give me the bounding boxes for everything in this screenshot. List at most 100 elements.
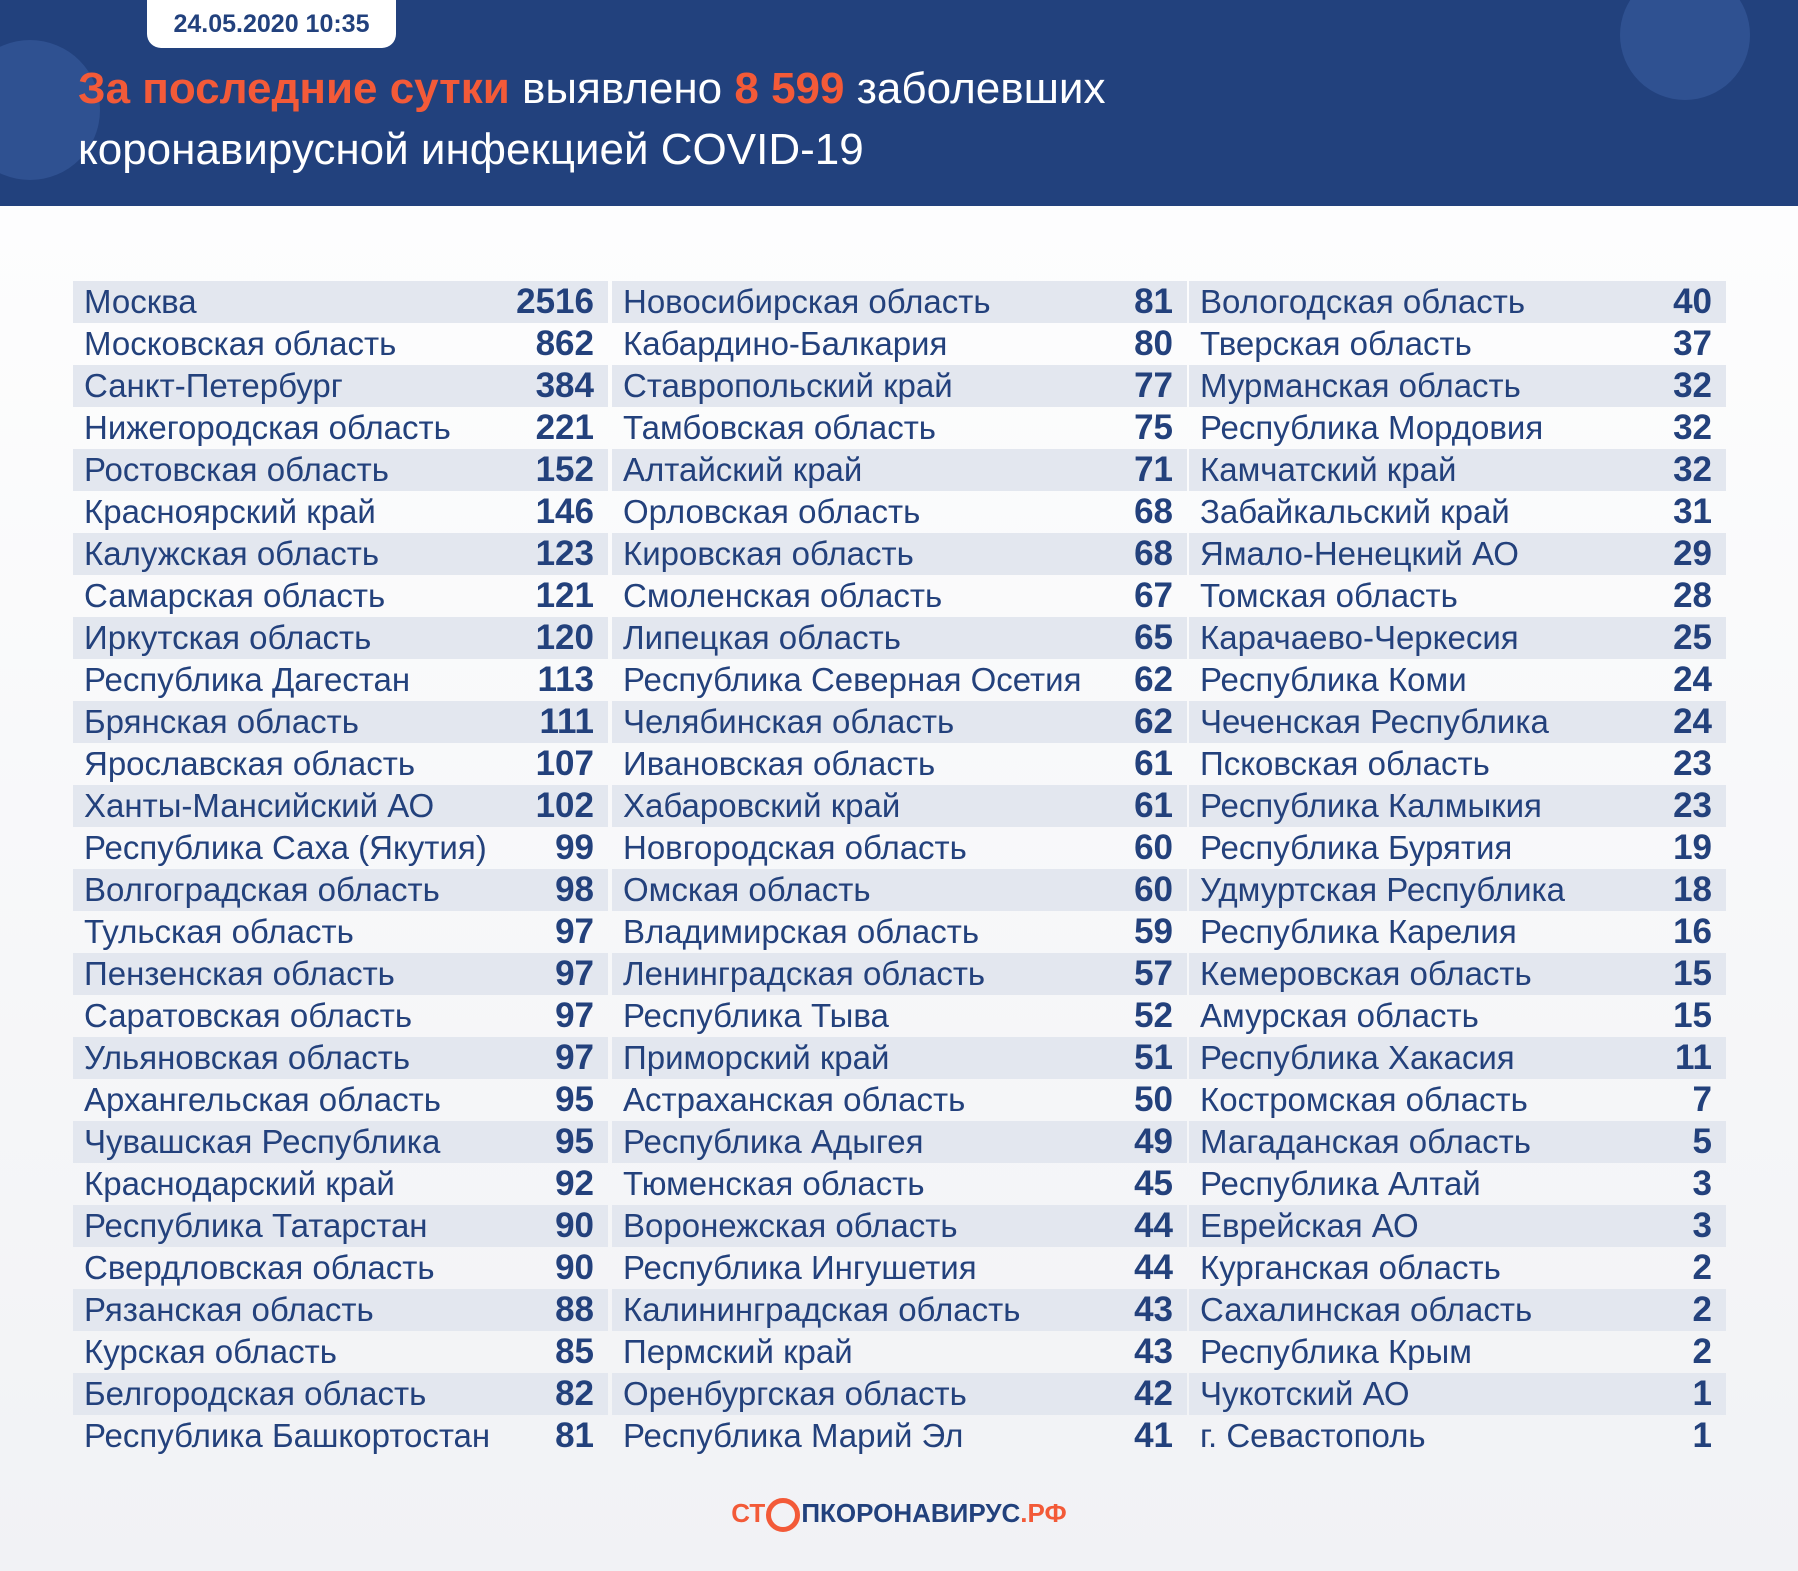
table-row: Омская область 60 (612, 869, 1187, 911)
region-name: Тульская область (84, 913, 354, 950)
region-name: Кировская область (623, 535, 914, 572)
region-name: Свердловская область (84, 1249, 435, 1286)
case-count: 23 (1673, 744, 1712, 783)
table-row: Тамбовская область 75 (612, 407, 1187, 449)
table-row: Ленинградская область 57 (612, 953, 1187, 995)
region-name: Новосибирская область (623, 283, 991, 320)
case-count: 31 (1673, 492, 1712, 531)
region-name: Псковская область (1200, 745, 1490, 782)
region-name: Краснодарский край (84, 1165, 395, 1202)
case-count: 2 (1692, 1290, 1712, 1329)
region-name: Ярославская область (84, 745, 416, 782)
case-count: 62 (1134, 660, 1173, 699)
table-row: Вологодская область 40 (1189, 281, 1726, 323)
region-name: Еврейская АО (1200, 1207, 1419, 1244)
table-row: Свердловская область 90 (73, 1247, 608, 1289)
region-name: Удмуртская Республика (1200, 871, 1566, 908)
region-name: Алтайский край (623, 451, 863, 488)
case-count: 97 (555, 954, 594, 993)
region-name: Москва (84, 283, 197, 320)
region-name: Липецкая область (623, 619, 901, 656)
region-name: Мурманская область (1200, 367, 1521, 404)
case-count: 107 (535, 744, 594, 783)
region-name: Республика Марий Эл (623, 1417, 964, 1454)
table-row: Ставропольский край 77 (612, 365, 1187, 407)
case-count: 32 (1673, 366, 1712, 405)
table-row: Волгоградская область 98 (73, 869, 608, 911)
table-row: Кемеровская область 15 (1189, 953, 1726, 995)
table-row: Тульская область 97 (73, 911, 608, 953)
region-name: Республика Саха (Якутия) (84, 829, 487, 866)
table-row: Хабаровский край 61 (612, 785, 1187, 827)
table-row: Красноярский край 146 (73, 491, 608, 533)
table-row: Белгородская область 82 (73, 1373, 608, 1415)
table-row: Костромская область 7 (1189, 1079, 1726, 1121)
table-row: Забайкальский край 31 (1189, 491, 1726, 533)
region-name: Оренбургская область (623, 1375, 967, 1412)
case-count: 49 (1134, 1122, 1173, 1161)
table-row: Рязанская область 88 (73, 1289, 608, 1331)
title-number: 8 599 (734, 64, 845, 113)
table-row: Республика Крым 2 (1189, 1331, 1726, 1373)
table-row: Чувашская Республика 95 (73, 1121, 608, 1163)
case-count: 81 (1134, 282, 1173, 321)
region-name: Вологодская область (1200, 283, 1526, 320)
case-count: 59 (1134, 912, 1173, 951)
case-count: 102 (535, 786, 594, 825)
table-row: Пермский край 43 (612, 1331, 1187, 1373)
title-highlight: За последние сутки (78, 64, 510, 113)
case-count: 221 (535, 408, 594, 447)
table-row: Удмуртская Республика 18 (1189, 869, 1726, 911)
case-count: 37 (1673, 324, 1712, 363)
logo-text: ПКОРОНАВИРУС (801, 1498, 1021, 1528)
region-name: Забайкальский край (1200, 493, 1510, 530)
table-row: Республика Адыгея 49 (612, 1121, 1187, 1163)
region-name: Рязанская область (84, 1291, 374, 1328)
table-row: Республика Тыва 52 (612, 995, 1187, 1037)
table-row: Смоленская область 67 (612, 575, 1187, 617)
region-name: Республика Адыгея (623, 1123, 924, 1160)
region-name: Астраханская область (623, 1081, 966, 1118)
table-row: г. Севастополь 1 (1189, 1415, 1726, 1457)
table-row: Магаданская область 5 (1189, 1121, 1726, 1163)
case-count: 3 (1692, 1206, 1712, 1245)
table-row: Республика Марий Эл 41 (612, 1415, 1187, 1457)
case-count: 97 (555, 996, 594, 1035)
table-row: Алтайский край 71 (612, 449, 1187, 491)
table-row: Чукотский АО 1 (1189, 1373, 1726, 1415)
decor (1620, 0, 1750, 100)
case-count: 44 (1134, 1206, 1173, 1245)
case-count: 1 (1692, 1374, 1712, 1413)
logo-text: СТ (731, 1498, 766, 1528)
region-name: Магаданская область (1200, 1123, 1531, 1160)
region-name: Республика Бурятия (1200, 829, 1513, 866)
region-name: Ставропольский край (623, 367, 953, 404)
table-row: Республика Алтай 3 (1189, 1163, 1726, 1205)
table-row: Мурманская область 32 (1189, 365, 1726, 407)
case-count: 90 (555, 1206, 594, 1245)
region-name: Республика Дагестан (84, 661, 411, 698)
case-count: 121 (535, 576, 594, 615)
table-row: Республика Хакасия 11 (1189, 1037, 1726, 1079)
case-count: 75 (1134, 408, 1173, 447)
case-count: 11 (1675, 1038, 1712, 1077)
case-count: 28 (1673, 576, 1712, 615)
region-name: Республика Ингушетия (623, 1249, 977, 1286)
table-row: Ивановская область 61 (612, 743, 1187, 785)
case-count: 61 (1134, 744, 1173, 783)
case-count: 60 (1134, 870, 1173, 909)
table-row: Республика Северная Осетия 62 (612, 659, 1187, 701)
region-name: Курская область (84, 1333, 337, 1370)
table-row: Приморский край 51 (612, 1037, 1187, 1079)
region-name: Республика Хакасия (1200, 1039, 1515, 1076)
case-count: 2516 (516, 282, 594, 321)
case-count: 82 (555, 1374, 594, 1413)
case-count: 24 (1673, 660, 1712, 699)
table-row: Еврейская АО 3 (1189, 1205, 1726, 1247)
table-row: Тюменская область 45 (612, 1163, 1187, 1205)
table-row: Иркутская область 120 (73, 617, 608, 659)
table-row: Сахалинская область 2 (1189, 1289, 1726, 1331)
region-name: Республика Татарстан (84, 1207, 428, 1244)
case-count: 40 (1673, 282, 1712, 321)
